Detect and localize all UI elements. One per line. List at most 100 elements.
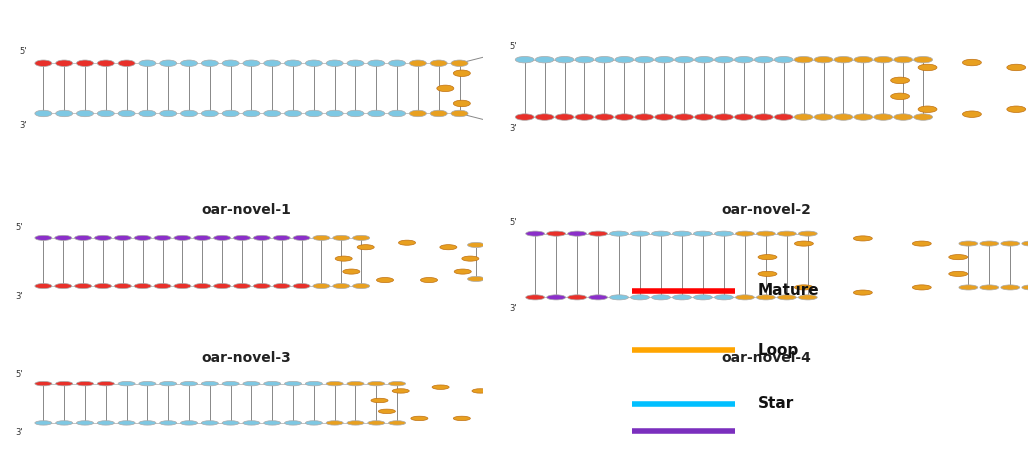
Circle shape xyxy=(368,110,384,117)
Circle shape xyxy=(118,381,135,386)
Circle shape xyxy=(757,295,775,300)
Circle shape xyxy=(76,381,94,386)
Circle shape xyxy=(389,421,406,425)
Circle shape xyxy=(347,60,364,67)
Circle shape xyxy=(735,231,755,236)
Text: 3': 3' xyxy=(20,121,28,130)
Circle shape xyxy=(273,236,290,240)
Circle shape xyxy=(293,236,310,240)
Text: 3': 3' xyxy=(509,304,517,313)
Circle shape xyxy=(233,236,251,240)
Circle shape xyxy=(253,236,270,240)
Text: 5': 5' xyxy=(509,42,516,51)
Circle shape xyxy=(378,409,396,413)
Circle shape xyxy=(536,57,554,63)
Circle shape xyxy=(353,284,370,288)
Circle shape xyxy=(114,284,132,288)
Circle shape xyxy=(342,269,360,274)
Circle shape xyxy=(353,236,370,240)
Circle shape xyxy=(305,381,323,386)
Circle shape xyxy=(714,114,733,120)
Circle shape xyxy=(893,57,913,63)
Circle shape xyxy=(949,271,967,277)
Circle shape xyxy=(549,85,566,92)
Circle shape xyxy=(777,295,797,300)
Circle shape xyxy=(795,57,813,63)
Circle shape xyxy=(486,409,503,413)
Text: oar-novel-4: oar-novel-4 xyxy=(721,351,811,365)
Circle shape xyxy=(233,284,251,288)
Circle shape xyxy=(814,57,833,63)
Circle shape xyxy=(695,114,713,120)
Circle shape xyxy=(430,110,447,117)
Circle shape xyxy=(854,114,873,120)
Circle shape xyxy=(913,285,931,290)
Circle shape xyxy=(139,110,156,117)
Text: 3': 3' xyxy=(15,292,23,301)
Circle shape xyxy=(536,114,554,120)
Circle shape xyxy=(159,381,177,386)
Circle shape xyxy=(285,60,301,67)
Circle shape xyxy=(834,114,853,120)
Circle shape xyxy=(758,254,777,260)
Circle shape xyxy=(757,231,775,236)
Circle shape xyxy=(181,110,197,117)
Circle shape xyxy=(440,244,456,250)
Circle shape xyxy=(714,295,733,300)
Circle shape xyxy=(181,60,197,67)
Circle shape xyxy=(98,60,114,67)
Text: Star: Star xyxy=(758,396,794,411)
Circle shape xyxy=(674,114,694,120)
Circle shape xyxy=(432,385,449,389)
Circle shape xyxy=(333,236,350,240)
Circle shape xyxy=(634,114,654,120)
Circle shape xyxy=(493,398,510,403)
Circle shape xyxy=(222,60,240,67)
Circle shape xyxy=(201,381,218,386)
Circle shape xyxy=(135,236,151,240)
Circle shape xyxy=(305,110,323,117)
Circle shape xyxy=(487,243,505,247)
Circle shape xyxy=(305,60,323,67)
Circle shape xyxy=(326,381,343,386)
Text: Loop: Loop xyxy=(758,343,799,357)
Circle shape xyxy=(76,60,94,67)
Circle shape xyxy=(914,114,932,120)
Circle shape xyxy=(411,416,428,421)
Circle shape xyxy=(694,231,712,236)
Circle shape xyxy=(54,236,72,240)
Circle shape xyxy=(918,106,937,112)
Text: 3': 3' xyxy=(15,428,23,437)
Circle shape xyxy=(174,284,191,288)
Circle shape xyxy=(159,421,177,425)
Circle shape xyxy=(399,240,415,245)
Circle shape xyxy=(313,236,330,240)
Circle shape xyxy=(652,231,670,236)
Circle shape xyxy=(56,60,73,67)
Circle shape xyxy=(174,236,191,240)
Circle shape xyxy=(376,278,394,283)
Circle shape xyxy=(795,114,813,120)
Circle shape xyxy=(655,57,673,63)
Circle shape xyxy=(547,295,565,300)
Text: 5': 5' xyxy=(15,223,23,232)
Circle shape xyxy=(326,421,343,425)
Circle shape xyxy=(655,114,673,120)
Circle shape xyxy=(305,421,323,425)
Circle shape xyxy=(1022,285,1028,290)
Circle shape xyxy=(980,241,999,246)
Circle shape xyxy=(468,277,484,281)
Circle shape xyxy=(487,277,505,281)
Circle shape xyxy=(326,110,343,117)
Circle shape xyxy=(918,64,937,71)
Circle shape xyxy=(114,236,132,240)
Circle shape xyxy=(575,114,594,120)
Circle shape xyxy=(472,389,489,393)
Circle shape xyxy=(35,60,51,67)
Circle shape xyxy=(201,110,218,117)
Circle shape xyxy=(567,231,587,236)
Circle shape xyxy=(222,381,240,386)
Circle shape xyxy=(672,295,692,300)
Circle shape xyxy=(430,60,447,67)
Circle shape xyxy=(525,231,545,236)
